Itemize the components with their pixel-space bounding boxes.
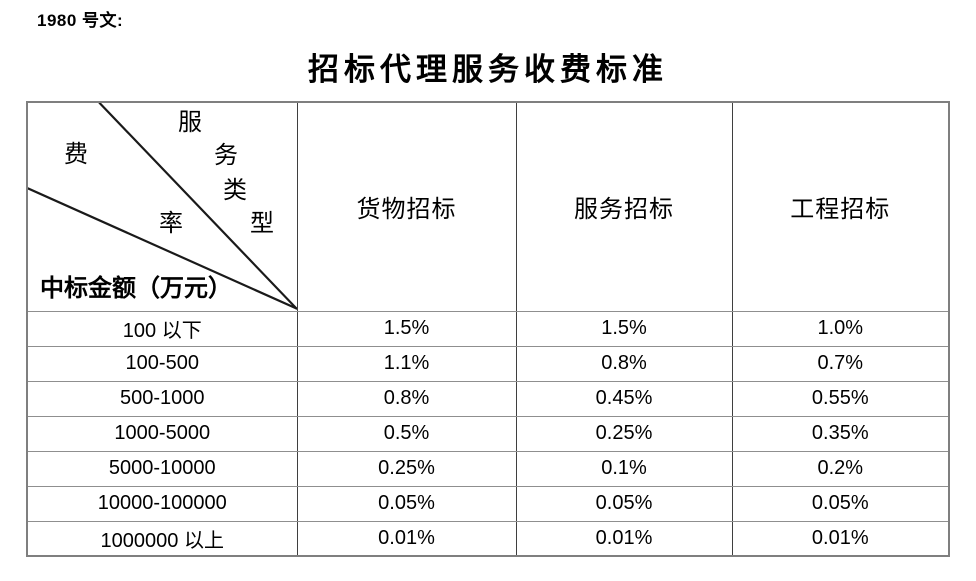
fee-value-goods: 0.5% — [296, 415, 517, 452]
fee-value-service: 0.25% — [515, 415, 733, 452]
page-title: 招标代理服务收费标准 — [308, 52, 668, 87]
table-row: 1000-5000 0.5% 0.25% 0.35% — [26, 415, 950, 452]
fee-value-engineering: 1.0% — [731, 310, 950, 347]
column-header-goods-bidding: 货物招标 — [296, 101, 517, 312]
fee-value-engineering: 0.55% — [731, 380, 950, 417]
corner-amount-label: 中标金额（万元） — [40, 276, 232, 302]
column-header-service-bidding: 服务招标 — [515, 101, 733, 312]
table-row: 100-500 1.1% 0.8% 0.7% — [26, 345, 950, 382]
amount-range-label: 500-1000 — [26, 380, 298, 417]
doc-number-label: 1980 号文: — [37, 11, 124, 30]
table-row: 500-1000 0.8% 0.45% 0.55% — [26, 380, 950, 417]
fee-value-service: 1.5% — [515, 310, 733, 347]
fee-value-service: 0.05% — [515, 485, 733, 522]
fee-standard-table: 费 率 服 务 类 型 中标金额（万元） 货物招标 服务招标 工程招标 100 … — [26, 101, 950, 557]
fee-value-goods: 0.01% — [296, 520, 517, 557]
amount-range-label: 5000-10000 — [26, 450, 298, 487]
fee-value-service: 0.45% — [515, 380, 733, 417]
fee-value-engineering: 0.35% — [731, 415, 950, 452]
fee-value-engineering: 0.01% — [731, 520, 950, 557]
fee-value-goods: 0.25% — [296, 450, 517, 487]
table-corner-cell: 费 率 服 务 类 型 中标金额（万元） — [26, 101, 298, 312]
amount-range-label: 100 以下 — [26, 310, 298, 347]
corner-service-type-char-3: 类 — [223, 178, 247, 204]
fee-value-service: 0.8% — [515, 345, 733, 382]
fee-value-goods: 0.05% — [296, 485, 517, 522]
corner-fee-rate-char-2: 率 — [159, 211, 183, 237]
fee-value-service: 0.01% — [515, 520, 733, 557]
amount-range-label: 10000-100000 — [26, 485, 298, 522]
table-header-row: 费 率 服 务 类 型 中标金额（万元） 货物招标 服务招标 工程招标 — [26, 101, 950, 312]
table-row: 10000-100000 0.05% 0.05% 0.05% — [26, 485, 950, 522]
fee-value-service: 0.1% — [515, 450, 733, 487]
corner-fee-rate-char-1: 费 — [64, 142, 88, 168]
fee-value-engineering: 0.05% — [731, 485, 950, 522]
corner-service-type-char-4: 型 — [250, 211, 274, 237]
corner-service-type-char-1: 服 — [178, 110, 202, 136]
amount-range-label: 1000000 以上 — [26, 520, 298, 557]
fee-value-goods: 0.8% — [296, 380, 517, 417]
table-row: 5000-10000 0.25% 0.1% 0.2% — [26, 450, 950, 487]
amount-range-label: 100-500 — [26, 345, 298, 382]
corner-service-type-char-2: 务 — [214, 143, 238, 169]
table-row: 1000000 以上 0.01% 0.01% 0.01% — [26, 520, 950, 557]
fee-value-goods: 1.5% — [296, 310, 517, 347]
fee-value-engineering: 0.7% — [731, 345, 950, 382]
table-row: 100 以下 1.5% 1.5% 1.0% — [26, 310, 950, 347]
amount-range-label: 1000-5000 — [26, 415, 298, 452]
diagonal-divider-lines-icon — [28, 103, 296, 310]
column-header-engineering-bidding: 工程招标 — [731, 101, 950, 312]
fee-value-engineering: 0.2% — [731, 450, 950, 487]
fee-value-goods: 1.1% — [296, 345, 517, 382]
